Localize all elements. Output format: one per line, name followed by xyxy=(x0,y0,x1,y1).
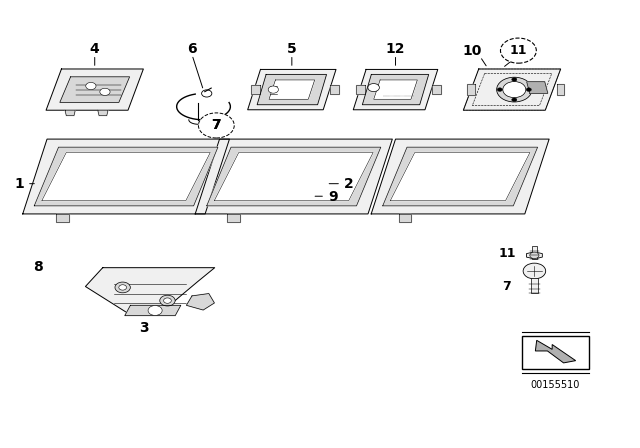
Text: 7: 7 xyxy=(211,118,221,133)
Polygon shape xyxy=(330,85,339,94)
Polygon shape xyxy=(98,110,108,116)
Polygon shape xyxy=(356,85,365,94)
Polygon shape xyxy=(257,74,326,105)
Text: 9: 9 xyxy=(328,190,338,204)
Circle shape xyxy=(198,113,234,138)
Polygon shape xyxy=(362,74,429,105)
Polygon shape xyxy=(390,152,530,201)
Circle shape xyxy=(160,295,175,306)
Polygon shape xyxy=(371,139,549,214)
Text: 11: 11 xyxy=(498,246,516,260)
Polygon shape xyxy=(467,84,475,95)
Polygon shape xyxy=(463,69,561,110)
Polygon shape xyxy=(214,152,373,201)
Polygon shape xyxy=(374,80,417,99)
Polygon shape xyxy=(227,214,239,222)
Circle shape xyxy=(204,119,213,125)
Text: 12: 12 xyxy=(386,42,405,56)
Circle shape xyxy=(497,88,502,91)
Circle shape xyxy=(268,86,278,93)
Circle shape xyxy=(503,82,526,98)
Polygon shape xyxy=(535,340,576,363)
Bar xyxy=(531,278,538,293)
Text: 7: 7 xyxy=(211,118,221,133)
Text: 4: 4 xyxy=(90,42,100,56)
Circle shape xyxy=(200,114,232,137)
Text: 1: 1 xyxy=(14,177,24,191)
Text: 3: 3 xyxy=(139,321,149,335)
Circle shape xyxy=(500,38,536,63)
Bar xyxy=(531,246,538,259)
Polygon shape xyxy=(353,69,438,110)
Polygon shape xyxy=(527,82,548,93)
Text: 2: 2 xyxy=(344,177,354,191)
Text: 11: 11 xyxy=(509,44,527,57)
Text: 10: 10 xyxy=(463,43,482,58)
Polygon shape xyxy=(86,268,215,314)
Polygon shape xyxy=(46,69,143,110)
Polygon shape xyxy=(207,147,381,206)
Circle shape xyxy=(86,82,96,90)
Circle shape xyxy=(100,88,110,95)
Polygon shape xyxy=(65,110,76,116)
Text: 7: 7 xyxy=(502,280,511,293)
Polygon shape xyxy=(251,85,260,94)
Bar xyxy=(522,336,589,369)
Polygon shape xyxy=(23,139,230,214)
Polygon shape xyxy=(60,77,129,103)
Polygon shape xyxy=(35,147,218,206)
Polygon shape xyxy=(186,293,214,310)
Polygon shape xyxy=(195,139,392,214)
Circle shape xyxy=(202,90,212,97)
Circle shape xyxy=(115,282,131,293)
Text: 6: 6 xyxy=(187,42,197,56)
Text: 00155510: 00155510 xyxy=(531,380,580,390)
Polygon shape xyxy=(432,85,441,94)
Polygon shape xyxy=(383,147,538,206)
Polygon shape xyxy=(527,252,542,259)
Circle shape xyxy=(512,78,517,81)
Circle shape xyxy=(164,298,172,303)
Polygon shape xyxy=(557,84,564,95)
Circle shape xyxy=(523,263,546,279)
Circle shape xyxy=(526,88,531,91)
Polygon shape xyxy=(125,306,181,316)
Circle shape xyxy=(119,285,127,290)
Polygon shape xyxy=(399,214,412,222)
Polygon shape xyxy=(42,152,210,201)
Polygon shape xyxy=(269,80,315,99)
Text: 5: 5 xyxy=(287,42,297,56)
Polygon shape xyxy=(248,69,336,110)
Circle shape xyxy=(148,306,162,315)
Circle shape xyxy=(512,98,517,102)
Circle shape xyxy=(530,252,539,258)
Circle shape xyxy=(497,77,532,102)
Polygon shape xyxy=(56,214,69,222)
Circle shape xyxy=(368,84,380,92)
Text: 8: 8 xyxy=(33,259,44,274)
